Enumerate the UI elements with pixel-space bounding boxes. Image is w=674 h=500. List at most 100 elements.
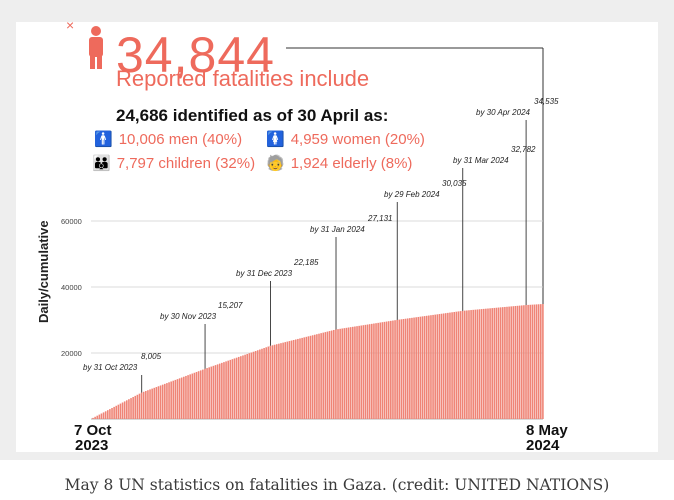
- bar: [100, 413, 103, 419]
- bar: [335, 329, 337, 419]
- bar: [529, 304, 532, 419]
- bar: [157, 386, 160, 419]
- stat-children-label: 7,797 children (32%): [116, 155, 256, 172]
- svg-text:×: ×: [66, 22, 74, 33]
- bar: [275, 344, 278, 419]
- stat-elderly-label: 1,924 elderly (8%): [290, 155, 413, 172]
- y-tick-label: 40000: [61, 283, 82, 292]
- bar: [147, 390, 149, 419]
- bar: [402, 319, 405, 419]
- bar: [204, 368, 206, 419]
- bar: [392, 320, 394, 419]
- stat-elderly: 🧓 1,924 elderly (8%): [266, 154, 412, 172]
- bar: [269, 345, 272, 419]
- bar: [472, 309, 474, 419]
- bar: [187, 375, 189, 419]
- bar: [271, 345, 274, 419]
- bar: [343, 328, 346, 419]
- bar-series: [92, 304, 544, 419]
- bar: [185, 375, 187, 419]
- bar: [159, 385, 162, 419]
- bar: [440, 313, 443, 419]
- bar: [383, 321, 386, 419]
- annotation-value: 8,005: [141, 352, 162, 361]
- bar: [489, 308, 491, 419]
- bar: [447, 312, 449, 419]
- annotation-date: by 30 Nov 2023: [160, 312, 217, 321]
- bar: [379, 322, 382, 419]
- bar: [345, 327, 348, 419]
- bar: [394, 320, 396, 419]
- bar: [301, 337, 303, 419]
- x-start-label-line1: 7 Oct: [74, 422, 112, 439]
- bar: [286, 341, 289, 419]
- bar: [356, 326, 358, 419]
- bar: [352, 326, 354, 419]
- bar: [231, 359, 234, 419]
- bar: [252, 351, 255, 419]
- annotation-value: 15,207: [218, 301, 243, 310]
- bar: [254, 350, 257, 419]
- bar: [176, 379, 179, 419]
- bar: [535, 304, 538, 419]
- bar: [516, 305, 519, 419]
- annotation-value: 27,131: [367, 214, 392, 223]
- bar: [225, 361, 227, 419]
- bar: [381, 322, 384, 419]
- bar: [482, 308, 485, 419]
- elderly-figure-icon: 🧓: [266, 155, 285, 172]
- bar: [240, 356, 242, 419]
- bar: [491, 308, 494, 419]
- bar: [303, 337, 306, 419]
- annotation-value: 32,782: [511, 145, 536, 154]
- bar: [138, 393, 141, 419]
- bar: [371, 323, 373, 419]
- bar: [113, 406, 115, 419]
- bar: [455, 311, 458, 419]
- bar: [151, 388, 153, 419]
- annotation-date: by 29 Feb 2024: [384, 190, 440, 199]
- bar: [387, 321, 390, 419]
- bar: [415, 317, 417, 419]
- bar: [432, 314, 434, 419]
- bar: [533, 304, 536, 419]
- bar: [518, 305, 521, 419]
- bar: [449, 312, 451, 419]
- bar: [106, 410, 109, 419]
- bar: [297, 338, 299, 419]
- children-figures-icon: 👪: [92, 155, 111, 172]
- bar: [199, 370, 202, 419]
- bar: [237, 356, 240, 419]
- bar: [459, 311, 462, 419]
- bar: [495, 307, 498, 419]
- bar: [362, 325, 365, 419]
- bar: [248, 353, 251, 419]
- bar: [385, 321, 388, 419]
- bar: [419, 316, 422, 419]
- bar: [111, 407, 113, 419]
- bar: [140, 392, 143, 419]
- bar: [436, 314, 439, 419]
- bar: [332, 329, 335, 419]
- bar: [191, 373, 194, 419]
- image-frame: × 8,005 by 31 Oct 2023 15,207 by 30 Nov 202…: [0, 0, 674, 460]
- bar: [417, 316, 420, 419]
- bar: [423, 316, 426, 419]
- bar: [172, 380, 175, 419]
- bar: [155, 387, 158, 419]
- bar: [364, 324, 367, 419]
- bar: [214, 365, 217, 419]
- bar: [466, 310, 468, 419]
- bar: [164, 383, 166, 419]
- bar: [305, 336, 308, 419]
- bar: [166, 383, 168, 419]
- bar: [396, 319, 398, 419]
- bar: [195, 371, 198, 419]
- total-fatalities: 34,844: [116, 27, 275, 83]
- bar: [307, 336, 310, 419]
- bar: [212, 365, 215, 419]
- bar: [537, 304, 540, 419]
- bar: [183, 376, 185, 419]
- bar: [126, 400, 128, 419]
- bar: [263, 348, 265, 419]
